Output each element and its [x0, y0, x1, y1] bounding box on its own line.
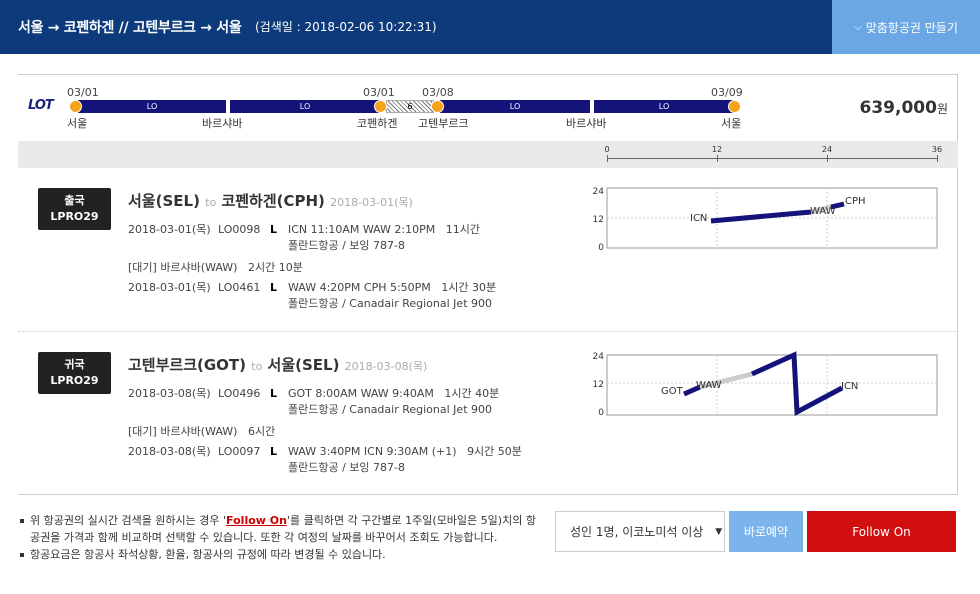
- flight-row: 2018-03-08(목) LO0496 L GOT 8:00AM WAW 9:40A…: [128, 387, 500, 400]
- aircraft-info: 폴란드항공 / 보잉 787-8: [288, 239, 405, 252]
- hour-scale-label: 36: [931, 145, 943, 154]
- aircraft-info: 폴란드항공 / 보잉 787-8: [288, 461, 405, 474]
- flight-row: 2018-03-08(목) LO0097 L WAW 3:40PM ICN 9:30A…: [128, 445, 522, 458]
- timeline-segment: LO: [230, 100, 380, 113]
- flight-row: 2018-03-01(목) LO0098 L ICN 11:10AM WAW 2:10…: [128, 223, 481, 236]
- svg-text:0: 0: [598, 243, 604, 253]
- hour-scale-bar: [18, 141, 958, 168]
- timeline-segment: LO: [594, 100, 734, 113]
- flight-line: [830, 201, 845, 210]
- timeline-city: 바르샤바: [566, 117, 607, 130]
- timeline-dot: [69, 100, 82, 113]
- leg-title: 서울(SEL) to 코펜하겐(CPH) 2018-03-01(목): [128, 192, 413, 210]
- timeline-date: 03/09: [711, 86, 743, 99]
- hour-scale-tick: [937, 155, 938, 162]
- hour-scale-tick: [607, 155, 608, 162]
- flight-row: 2018-03-01(목) LO0461 L WAW 4:20PM CPH 5:50P…: [128, 281, 497, 294]
- timeline-dot: [374, 100, 387, 113]
- chevron-down-icon: ⌵: [854, 21, 862, 33]
- wait-line: [810, 204, 832, 215]
- book-now-button[interactable]: 바로예약: [729, 511, 803, 552]
- svg-text:24: 24: [593, 352, 605, 362]
- timeline-city: 바르샤바: [202, 117, 243, 130]
- notes-list: 위 항공권의 실시간 검색을 원하시는 경우 'Follow On'를 클릭하면…: [18, 512, 538, 563]
- timeline-date: 03/01: [363, 86, 395, 99]
- note-item: 항공요금은 항공사 좌석상황, 환율, 항공사의 규정에 따라 변경될 수 있습…: [18, 546, 538, 563]
- flight-line: [750, 351, 844, 417]
- aircraft-info: 폴란드항공 / Canadair Regional Jet 900: [288, 297, 492, 310]
- flight-line: [682, 384, 702, 397]
- chart-label: GOT: [661, 386, 684, 397]
- svg-text:0: 0: [598, 408, 604, 418]
- caret-down-icon: ▼: [715, 526, 723, 537]
- flight-line: [710, 209, 812, 224]
- svg-text:12: 12: [593, 215, 604, 225]
- aircraft-info: 폴란드항공 / Canadair Regional Jet 900: [288, 403, 492, 416]
- chart-label: CPH: [845, 196, 866, 207]
- bottom-divider: [18, 494, 958, 495]
- svg-text:24: 24: [593, 187, 605, 197]
- timeline-city: 서울: [721, 117, 742, 130]
- timeline-date: 03/08: [422, 86, 454, 99]
- airline-logo: LOT: [28, 98, 54, 113]
- result-card: [18, 74, 958, 494]
- chart-label: ICN: [841, 381, 858, 392]
- custom-ticket-button[interactable]: ⌵ 맞춤항공권 만들기: [832, 0, 980, 54]
- wait-row: [대기] 바르샤바(WAW) 6시간: [128, 425, 276, 438]
- timeline-dot: [431, 100, 444, 113]
- svg-text:12: 12: [593, 380, 604, 390]
- leg-badge-outbound: 출국 LPRO29: [38, 188, 111, 230]
- leg-timeline-chart: 24 12 0 GOT WAW ICN: [593, 351, 938, 418]
- leg-divider: [18, 331, 958, 332]
- passenger-select-value: 성인 1명, 이코노미석 이상: [570, 525, 704, 539]
- timeline-segment: LO: [78, 100, 226, 113]
- hour-scale-tick: [827, 155, 828, 162]
- chart-label: ICN: [690, 213, 707, 224]
- hour-scale-label: 24: [821, 145, 833, 154]
- wait-line: [699, 371, 753, 390]
- hour-scale-line: [607, 158, 938, 159]
- total-price: 639,000원: [859, 98, 948, 118]
- timeline-city: 고텐부르크: [418, 117, 469, 130]
- header-bar: 서울 → 코펜하겐 // 고텐부르크 → 서울 (검색일 : 2018-02-0…: [0, 0, 980, 54]
- timeline-city: 서울: [67, 117, 88, 130]
- leg-badge-return: 귀국 LPRO29: [38, 352, 111, 394]
- chart-label: WAW: [810, 206, 836, 217]
- leg-timeline-chart: 24 12 0 ICN WAW CPH: [593, 187, 938, 253]
- timeline-segment: LO: [440, 100, 590, 113]
- timeline-date: 03/01: [67, 86, 99, 99]
- follow-on-link[interactable]: Follow On: [226, 514, 287, 527]
- note-item: 위 항공권의 실시간 검색을 원하시는 경우 'Follow On'를 클릭하면…: [18, 512, 538, 546]
- hour-scale-label: 0: [604, 145, 610, 154]
- chart-label: WAW: [696, 380, 722, 391]
- passenger-select[interactable]: 성인 1명, 이코노미석 이상 ▼: [555, 511, 725, 552]
- leg-title: 고텐부르크(GOT) to 서울(SEL) 2018-03-08(목): [128, 356, 428, 374]
- custom-ticket-label: 맞춤항공권 만들기: [865, 20, 958, 35]
- wait-row: [대기] 바르샤바(WAW) 2시간 10분: [128, 261, 303, 274]
- hour-scale-label: 12: [711, 145, 723, 154]
- follow-on-button[interactable]: Follow On: [807, 511, 956, 552]
- timeline-dot: [728, 100, 741, 113]
- layover-segment: 6: [386, 100, 434, 113]
- hour-scale-tick: [717, 155, 718, 162]
- timeline-city: 코펜하겐: [357, 117, 398, 130]
- route-title: 서울 → 코펜하겐 // 고텐부르크 → 서울: [18, 20, 242, 36]
- search-date: (검색일 : 2018-02-06 10:22:31): [255, 20, 437, 34]
